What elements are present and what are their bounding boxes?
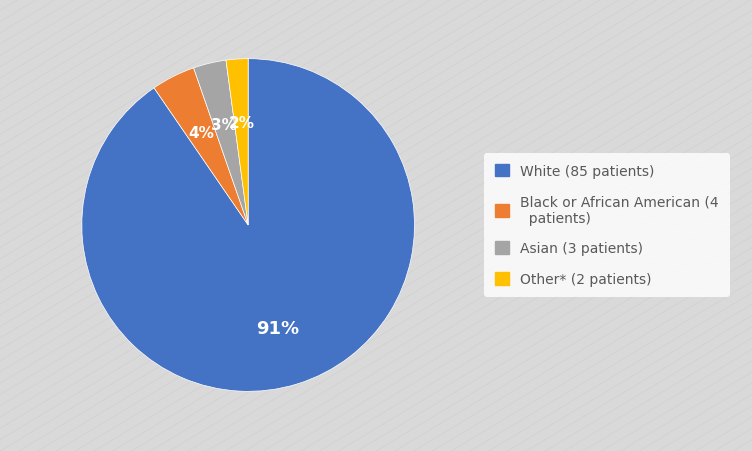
Wedge shape <box>193 61 248 226</box>
Text: 3%: 3% <box>211 118 237 133</box>
Wedge shape <box>154 69 248 225</box>
Text: 2%: 2% <box>229 115 254 130</box>
Text: 91%: 91% <box>256 319 299 337</box>
Text: 4%: 4% <box>189 126 214 141</box>
Wedge shape <box>82 60 414 391</box>
Legend: White (85 patients), Black or African American (4
  patients), Asian (3 patients: White (85 patients), Black or African Am… <box>484 153 729 298</box>
Wedge shape <box>226 60 248 226</box>
